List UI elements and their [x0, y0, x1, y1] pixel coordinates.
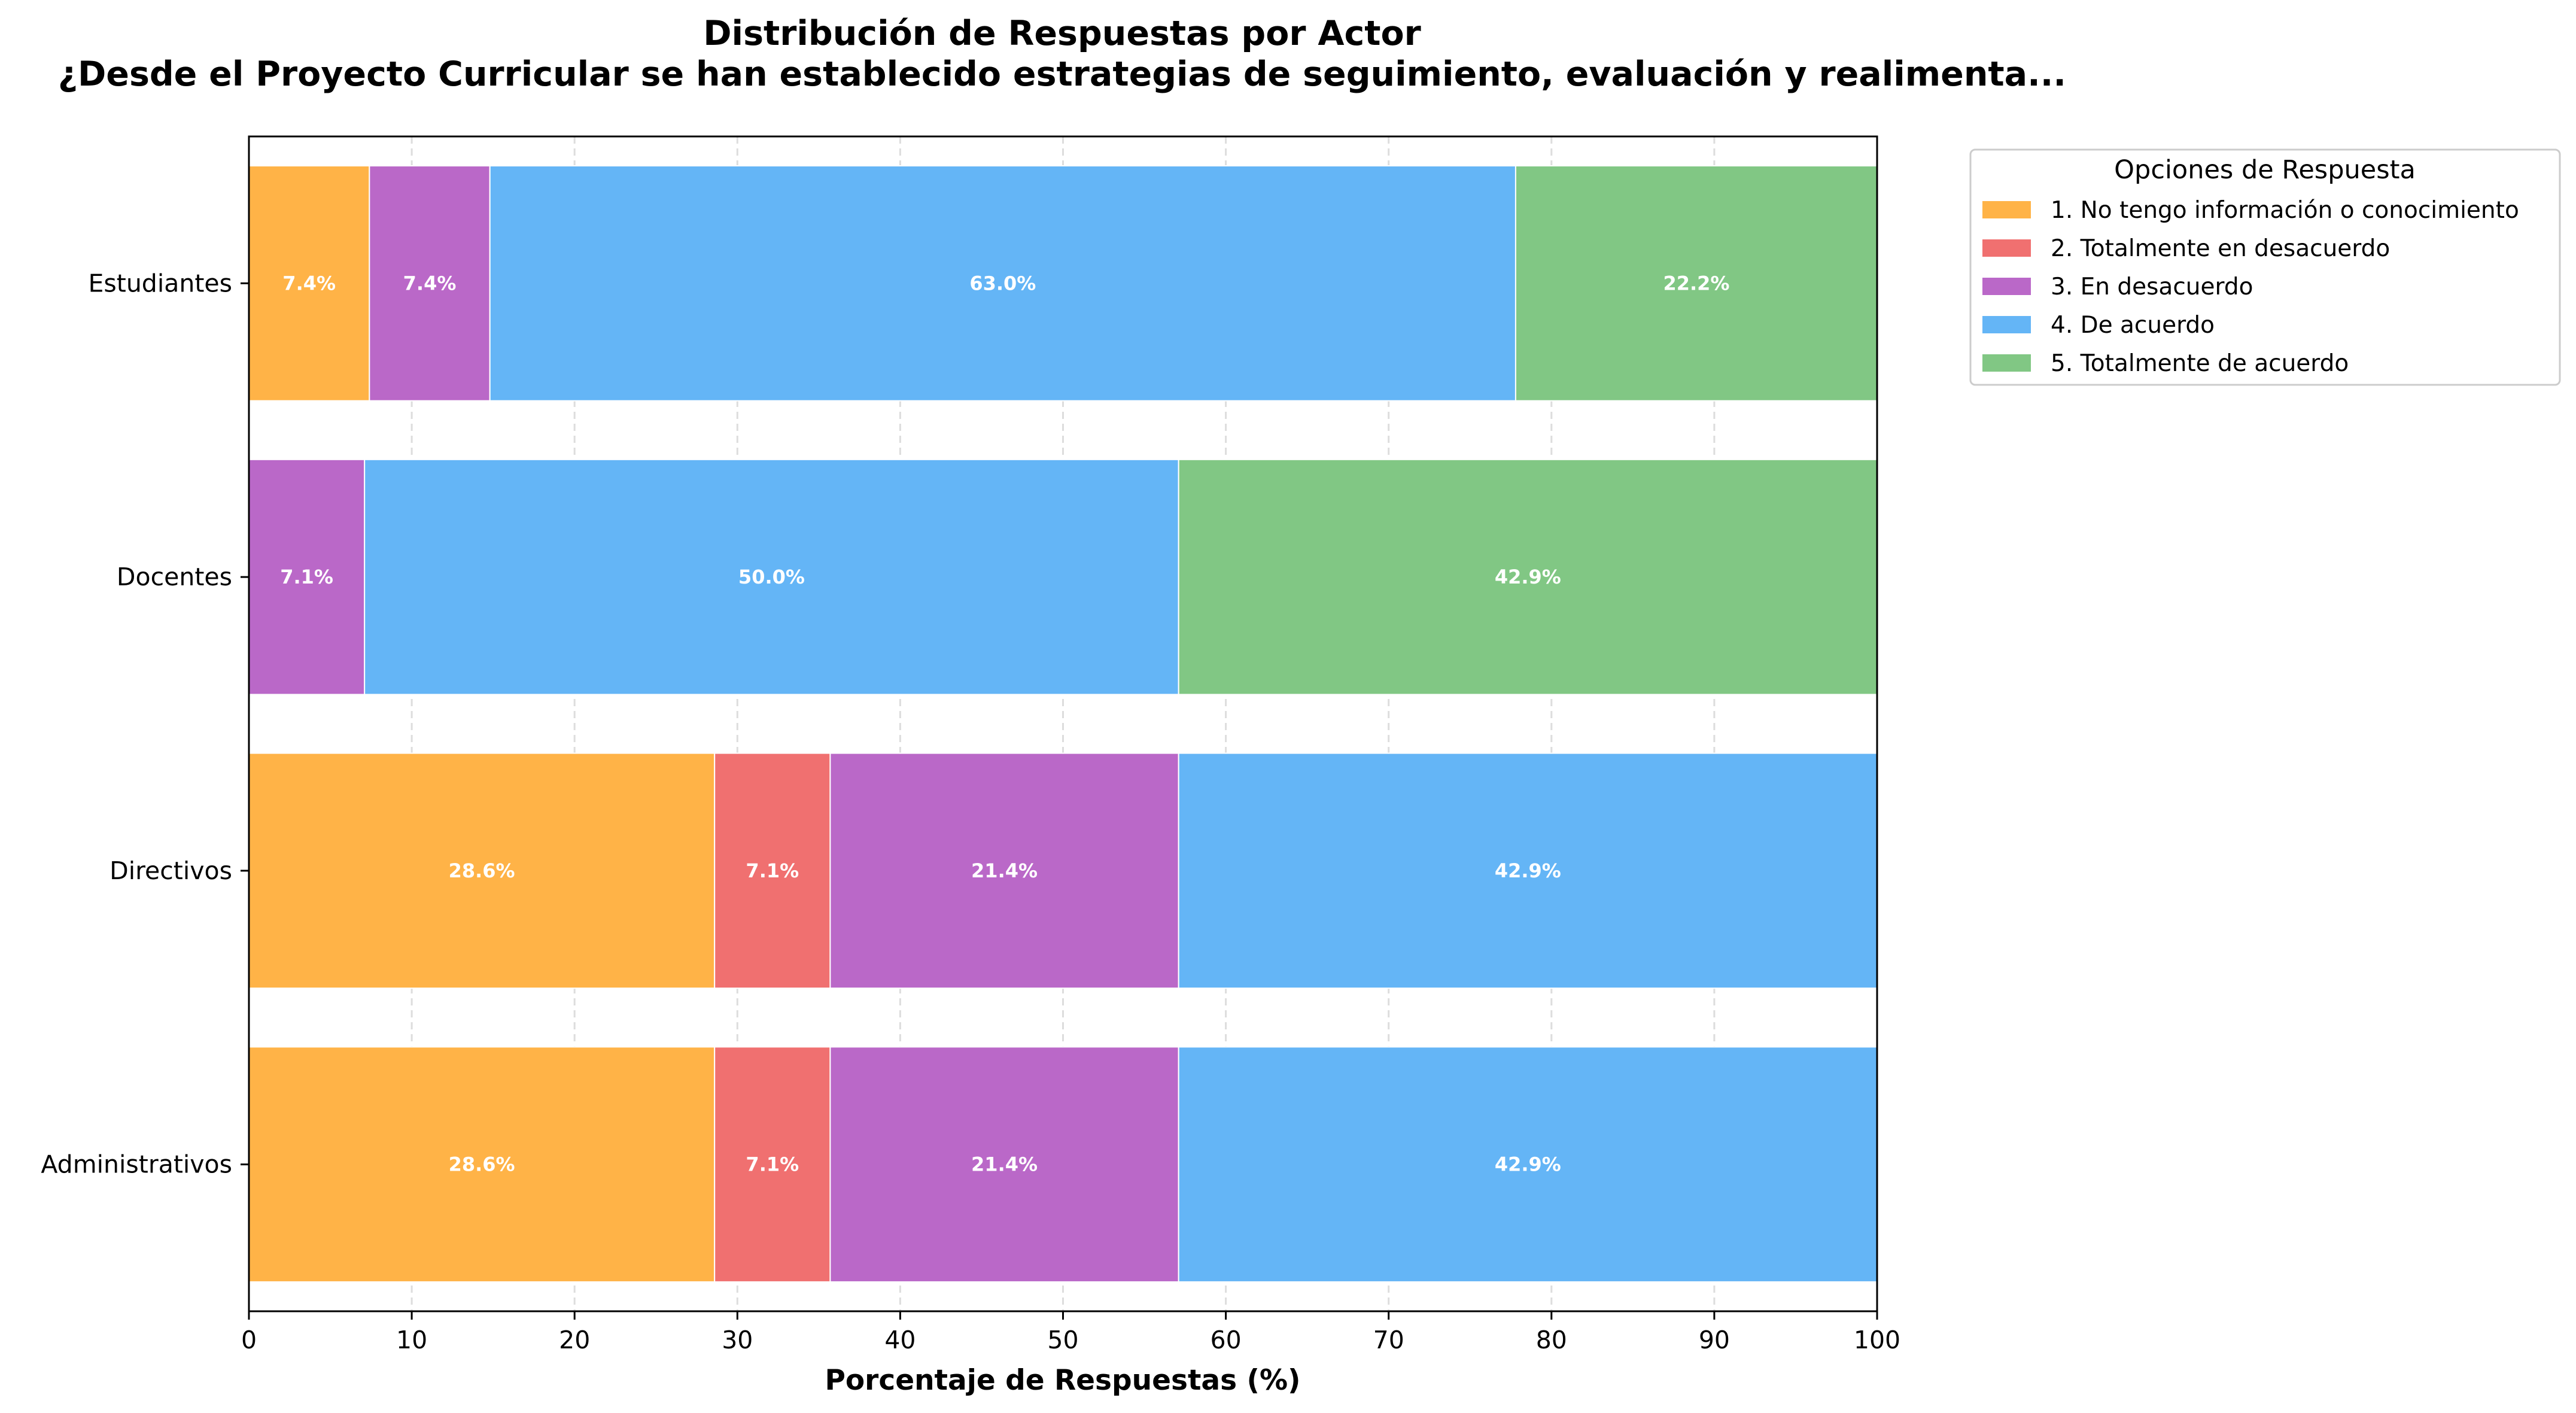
bar-value-label: 28.6%: [449, 859, 515, 882]
bar-segment: [248, 1046, 716, 1283]
bar-segment: [489, 165, 1516, 402]
bar-segment: [1178, 1046, 1878, 1283]
bar-value-label: 42.9%: [1495, 1153, 1561, 1176]
bar-value-label: 21.4%: [971, 859, 1038, 882]
x-tick-label: 10: [396, 1326, 427, 1354]
bar-value-label: 22.2%: [1663, 272, 1729, 294]
bar-segment: [1514, 165, 1878, 402]
legend-swatch: [1982, 278, 2031, 295]
x-tick-label: 80: [1536, 1326, 1567, 1354]
chart-title: Distribución de Respuestas por Actor: [703, 14, 1421, 53]
bar-segment: [1178, 458, 1878, 695]
x-tick-label: 90: [1699, 1326, 1730, 1354]
y-tick-label: Administrativos: [41, 1150, 232, 1179]
x-tick-label: 50: [1047, 1326, 1078, 1354]
legend: Opciones de Respuesta 1. No tengo inform…: [1969, 148, 2561, 386]
bar-value-label: 50.0%: [738, 566, 805, 588]
bar-segment: [1178, 752, 1878, 989]
legend-entry: 2. Totalmente en desacuerdo: [2051, 235, 2390, 262]
legend-entry: 5. Totalmente de acuerdo: [2051, 350, 2349, 377]
legend-swatch: [1982, 316, 2031, 333]
y-tick-label: Directivos: [110, 856, 232, 885]
bar-value-label: 42.9%: [1495, 566, 1561, 588]
bar-value-label: 63.0%: [969, 272, 1036, 294]
x-tick-label: 100: [1854, 1326, 1900, 1354]
bar-value-label: 28.6%: [449, 1153, 515, 1176]
legend-entry: 4. De acuerdo: [2051, 312, 2215, 339]
legend-entry: 3. En desacuerdo: [2051, 274, 2253, 300]
bar-segment: [369, 165, 491, 402]
bar-segment: [248, 165, 370, 402]
bar-value-label: 7.1%: [746, 859, 799, 882]
bar-value-label: 7.4%: [282, 272, 336, 294]
bar-segment: [829, 752, 1179, 989]
bar-value-label: 7.4%: [403, 272, 457, 294]
x-tick-label: 40: [884, 1326, 916, 1354]
bar-segment: [829, 1046, 1179, 1283]
legend-swatch: [1982, 239, 2031, 257]
axis-ticks: 0 10 20 30 40 50 60 70 80 90 100 Estudiantes Docente…: [41, 269, 1900, 1354]
x-tick-label: 20: [559, 1326, 590, 1354]
bar-segment: [714, 1046, 831, 1283]
chart-subtitle: ¿Desde el Proyecto Curricular se han est…: [58, 54, 2066, 94]
bar-value-label: 21.4%: [971, 1153, 1038, 1176]
bar-segment: [714, 752, 831, 989]
bar-value-label: 7.1%: [746, 1153, 799, 1176]
bar-value-label: 42.9%: [1495, 859, 1561, 882]
x-tick-label: 0: [241, 1326, 257, 1354]
x-tick-label: 60: [1211, 1326, 1242, 1354]
bar-segment: [248, 458, 366, 695]
legend-entry: 1. No tengo información o conocimiento: [2051, 197, 2519, 224]
legend-swatch: [1982, 201, 2031, 218]
legend-frame: [1969, 148, 2561, 386]
y-tick-label: Estudiantes: [88, 269, 232, 297]
bar-value-label: 7.1%: [280, 566, 333, 588]
legend-swatch: [1982, 354, 2031, 372]
bar-segment: [248, 752, 716, 989]
bar-segment: [364, 458, 1179, 695]
x-tick-label: 70: [1373, 1326, 1404, 1354]
legend-title: Opciones de Respuesta: [2114, 155, 2416, 185]
x-tick-label: 30: [722, 1326, 753, 1354]
bars: 7.4% 7.4% 63.0% 22.2% 7.1% 50.0% 42.9% 28.6% 7.1…: [248, 165, 1878, 1283]
y-tick-label: Docentes: [117, 563, 232, 591]
x-axis-label: Porcentaje de Respuestas (%): [825, 1364, 1300, 1397]
